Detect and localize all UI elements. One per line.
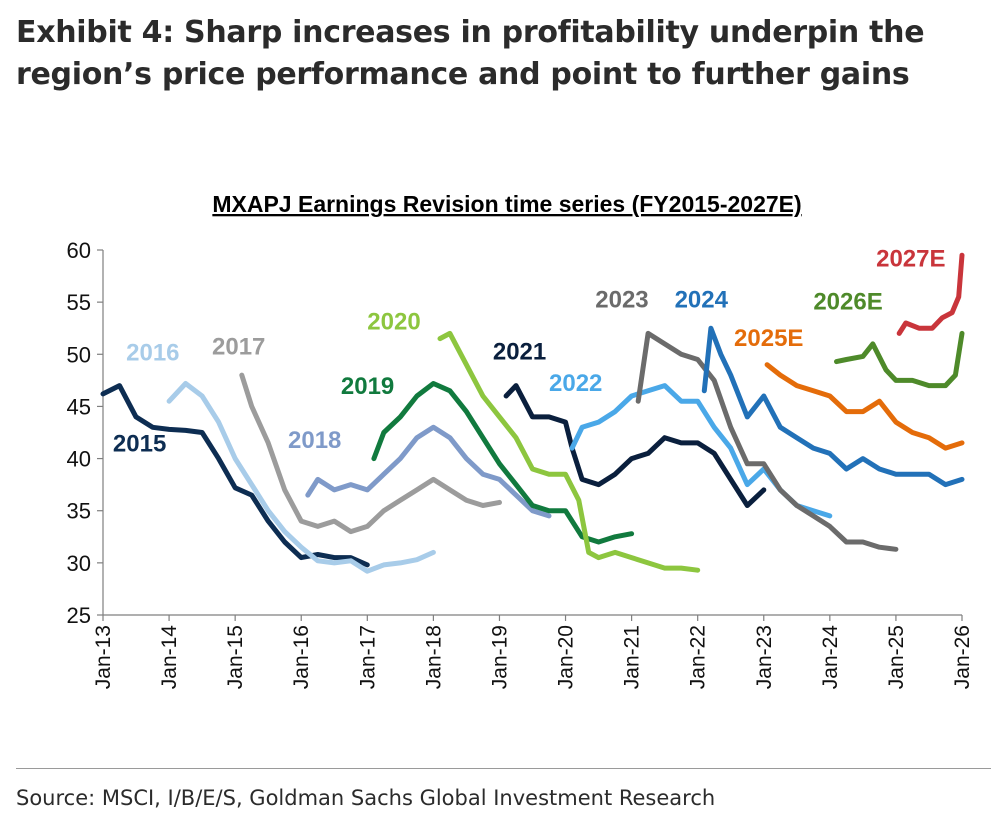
chart-series: [100, 252, 965, 574]
series-line-2022: [569, 383, 833, 519]
y-tick-label: 40: [67, 447, 91, 472]
chart-axes: 25 30 35 40 45 50 55 60 Jan-13 Jan-14 Jan-15 Jan-16…: [67, 238, 974, 689]
y-tick-label: 60: [67, 238, 91, 263]
series-label-2022: 2022: [549, 370, 602, 397]
x-tick-label: Jan-23: [753, 625, 776, 689]
x-tick-label: Jan-18: [422, 625, 445, 689]
series-line-2020: [437, 330, 701, 573]
series-line-2027e: [896, 252, 965, 336]
x-tick-label: Jan-24: [819, 625, 842, 690]
x-tick-label: Jan-15: [224, 625, 247, 689]
y-tick-label: 45: [67, 394, 91, 419]
series-label-2025e: 2025E: [734, 325, 803, 352]
source-note: Source: MSCI, I/B/E/S, Goldman Sachs Glo…: [16, 786, 716, 810]
y-tick-label: 50: [67, 342, 91, 367]
series-label-2024: 2024: [675, 286, 729, 313]
series-label-2023: 2023: [595, 286, 648, 313]
footer-divider: [16, 768, 991, 769]
series-label-2027e: 2027E: [876, 246, 945, 273]
series-line-2024: [701, 325, 965, 488]
x-tick-label: Jan-13: [92, 625, 115, 689]
series-line-2023: [635, 330, 899, 552]
y-tick-label: 55: [67, 290, 91, 315]
x-tick-label: Jan-22: [687, 625, 710, 689]
y-tick-label: 25: [67, 603, 91, 628]
x-tick-label: Jan-20: [555, 625, 578, 689]
x-tick-label: Jan-16: [290, 625, 313, 689]
x-tick-label: Jan-25: [885, 625, 908, 689]
exhibit-title: Exhibit 4: Sharp increases in profitabil…: [16, 15, 925, 92]
series-line-2016: [166, 381, 436, 574]
series-line-2018: [305, 424, 552, 519]
x-tick-label: Jan-19: [488, 625, 511, 689]
series-label-2015: 2015: [113, 430, 166, 457]
x-tick-label: Jan-21: [621, 625, 644, 689]
series-label-2020: 2020: [367, 308, 420, 335]
x-tick-label: Jan-14: [158, 625, 181, 690]
series-line-2015: [100, 383, 370, 568]
series-line-2025e: [764, 362, 965, 451]
earnings-revision-chart: MXAPJ Earnings Revision time series (FY2…: [67, 191, 974, 689]
series-line-2026e: [834, 330, 965, 389]
series-label-2018: 2018: [288, 427, 341, 454]
y-tick-label: 30: [67, 551, 91, 576]
series-label-2017: 2017: [212, 333, 265, 360]
series-label-2021: 2021: [493, 339, 546, 366]
series-label-2016: 2016: [126, 340, 179, 367]
series-line-2017: [239, 372, 502, 535]
series-line-2019: [371, 381, 635, 545]
series-line-2021: [503, 383, 767, 508]
x-tick-label: Jan-26: [951, 625, 974, 689]
chart-title: MXAPJ Earnings Revision time series (FY2…: [212, 191, 801, 217]
series-label-2019: 2019: [341, 373, 394, 400]
x-tick-label: Jan-17: [356, 625, 379, 689]
series-label-2026e: 2026E: [813, 288, 882, 315]
y-tick-label: 35: [67, 499, 91, 524]
